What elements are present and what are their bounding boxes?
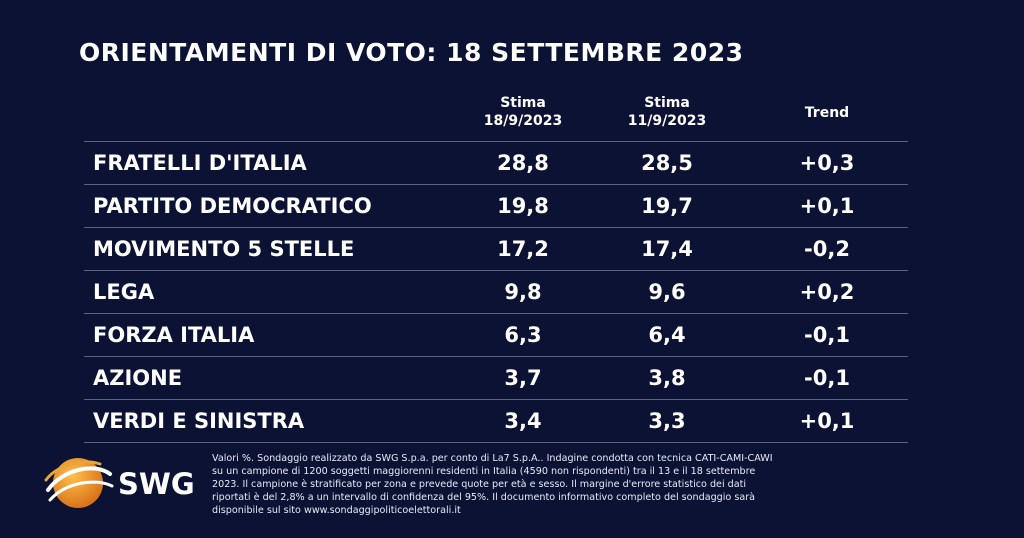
stima-18-value: 17,2	[497, 237, 549, 261]
column-header-stima-18-label: Stima	[500, 95, 546, 111]
stima-11-value: 19,7	[641, 194, 693, 218]
trend-value: -0,1	[804, 366, 850, 390]
stima-18-value: 28,8	[497, 151, 549, 175]
party-name: FORZA ITALIA	[93, 323, 255, 347]
stima-11-value: 3,3	[648, 409, 686, 433]
stima-18-value: 6,3	[504, 323, 542, 347]
party-name: LEGA	[93, 280, 155, 304]
stima-18-value: 9,8	[504, 280, 542, 304]
trend-value: -0,2	[804, 237, 850, 261]
trend-value: -0,1	[804, 323, 850, 347]
stima-11-value: 17,4	[641, 237, 693, 261]
stima-18-value: 19,8	[497, 194, 549, 218]
footer-line: su un campione di 1200 soggetti maggiore…	[212, 466, 756, 477]
trend-value: +0,1	[799, 194, 855, 218]
party-name: MOVIMENTO 5 STELLE	[93, 237, 355, 261]
table-row: FRATELLI D'ITALIA 28,8 28,5 +0,3	[84, 141, 908, 184]
table-row: PARTITO DEMOCRATICO 19,8 19,7 +0,1	[84, 184, 908, 227]
trend-value: +0,3	[799, 151, 855, 175]
stima-11-value: 6,4	[648, 323, 686, 347]
column-header-stima-11: Stima 11/9/2023	[587, 94, 747, 130]
footer-line: Valori %. Sondaggio realizzato da SWG S.…	[212, 453, 773, 464]
page-title: ORIENTAMENTI DI VOTO: 18 SETTEMBRE 2023	[79, 38, 744, 67]
party-name: FRATELLI D'ITALIA	[93, 151, 307, 175]
stima-11-value: 28,5	[641, 151, 693, 175]
table-row: AZIONE 3,7 3,8 -0,1	[84, 356, 908, 399]
stima-11-value: 3,8	[648, 366, 686, 390]
trend-value: +0,1	[799, 409, 855, 433]
column-header-stima-18-date: 18/9/2023	[483, 113, 563, 129]
stima-18-value: 3,4	[504, 409, 542, 433]
methodology-note: Valori %. Sondaggio realizzato da SWG S.…	[212, 452, 912, 517]
swg-logo-icon	[44, 458, 114, 508]
table-row: FORZA ITALIA 6,3 6,4 -0,1	[84, 313, 908, 356]
stima-11-value: 9,6	[648, 280, 686, 304]
party-name: PARTITO DEMOCRATICO	[93, 194, 372, 218]
trend-value: +0,2	[799, 280, 855, 304]
footer-line: disponibile sul sito www.sondaggipolitic…	[212, 505, 461, 516]
column-header-trend: Trend	[804, 105, 850, 121]
poll-table: FRATELLI D'ITALIA 28,8 28,5 +0,3 PARTITO DEM…	[84, 141, 908, 443]
party-name: VERDI E SINISTRA	[93, 409, 305, 433]
column-header-stima-11-label: Stima	[644, 95, 690, 111]
table-row: LEGA 9,8 9,6 +0,2	[84, 270, 908, 313]
footer-line: 2023. Il campione è stratificato per zon…	[212, 479, 747, 490]
column-header-stima-18: Stima 18/9/2023	[443, 94, 603, 130]
stima-18-value: 3,7	[504, 366, 542, 390]
table-row: MOVIMENTO 5 STELLE 17,2 17,4 -0,2	[84, 227, 908, 270]
column-header-stima-11-date: 11/9/2023	[627, 113, 707, 129]
swg-logo-text: SWG	[118, 467, 195, 501]
party-name: AZIONE	[93, 366, 183, 390]
table-row: VERDI E SINISTRA 3,4 3,3 +0,1	[84, 399, 908, 443]
footer-line: riportati è del 2,8% a un intervallo di …	[212, 492, 756, 503]
